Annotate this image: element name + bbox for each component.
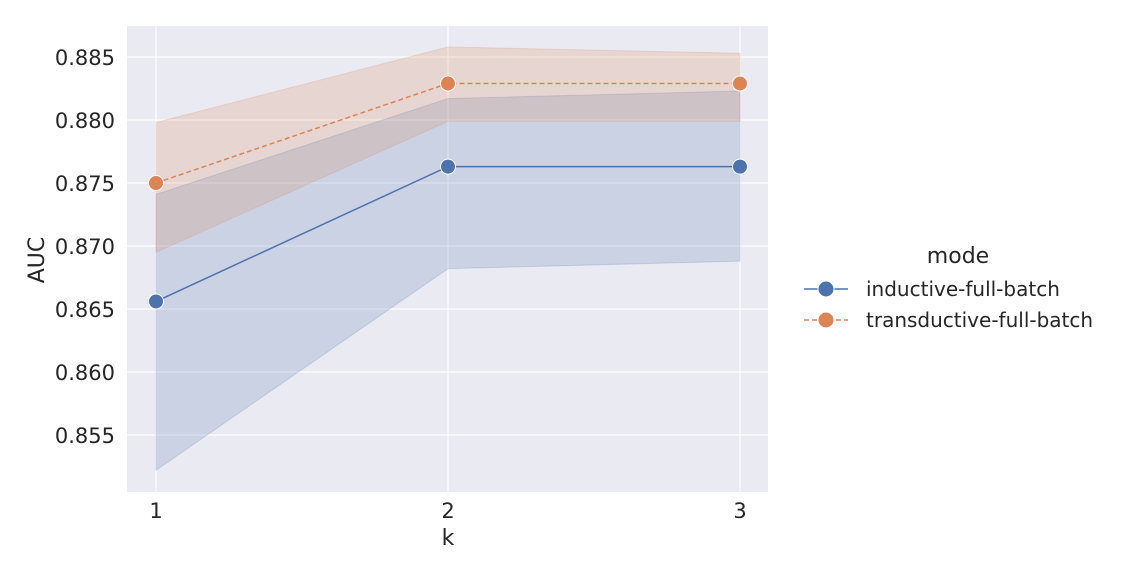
legend-title: mode xyxy=(927,244,989,269)
data-point-marker xyxy=(440,158,456,175)
y-axis-ticks: 0.855 0.860 0.865 0.870 0.875 0.880 0.885 xyxy=(55,46,115,448)
y-tick-label: 0.885 xyxy=(55,46,115,70)
data-point-marker xyxy=(440,75,456,92)
legend: mode inductive-full-batch transductive-f… xyxy=(804,244,1093,332)
x-tick-label: 2 xyxy=(441,499,454,523)
y-tick-label: 0.875 xyxy=(55,172,115,196)
data-point-marker xyxy=(732,75,748,92)
x-axis-ticks: 1 2 3 xyxy=(149,499,746,523)
x-tick-label: 1 xyxy=(149,499,162,523)
legend-item-inductive: inductive-full-batch xyxy=(804,277,1060,301)
y-tick-label: 0.865 xyxy=(55,298,115,322)
x-tick-label: 3 xyxy=(733,499,746,523)
y-tick-label: 0.870 xyxy=(55,235,115,259)
data-point-marker xyxy=(732,158,748,175)
x-axis-label: k xyxy=(442,526,455,551)
data-point-marker xyxy=(148,293,164,310)
gridlines xyxy=(127,26,768,492)
y-tick-label: 0.855 xyxy=(55,424,115,448)
legend-marker-orange-icon xyxy=(817,311,835,329)
series-lines xyxy=(148,75,748,310)
confidence-bands xyxy=(155,46,741,472)
y-tick-label: 0.860 xyxy=(55,361,115,385)
data-point-marker xyxy=(148,175,164,191)
ci-band xyxy=(155,46,741,254)
y-axis-label: AUC xyxy=(25,237,50,284)
ci-band xyxy=(155,90,741,472)
legend-label: inductive-full-batch xyxy=(866,277,1060,301)
legend-item-transductive: transductive-full-batch xyxy=(804,308,1093,332)
legend-marker-blue-icon xyxy=(817,280,835,298)
legend-label: transductive-full-batch xyxy=(866,308,1093,332)
y-tick-label: 0.880 xyxy=(55,109,115,133)
